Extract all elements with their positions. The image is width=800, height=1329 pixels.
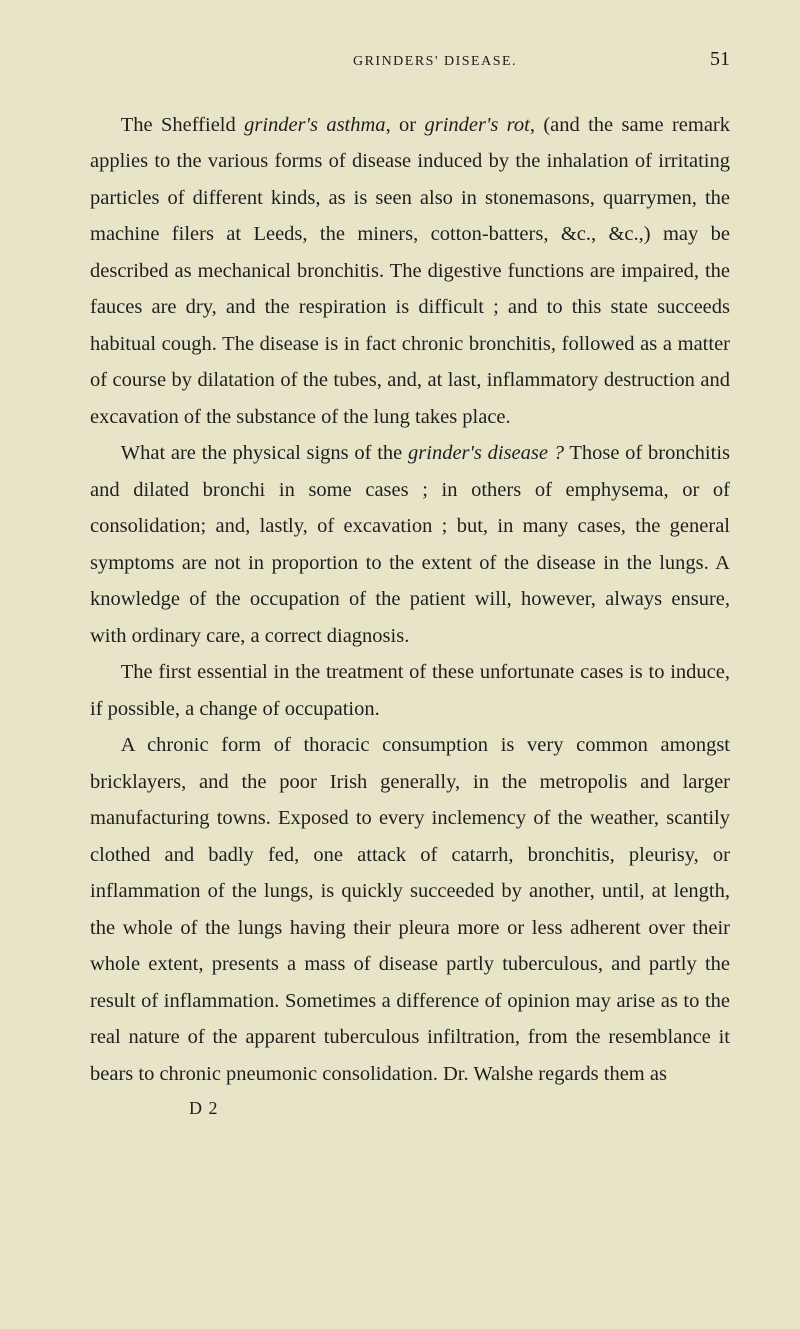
page-container: GRINDERS' DISEASE. 51 The Sheffield grin… [0, 0, 800, 1172]
running-head: GRINDERS' DISEASE. [160, 54, 710, 70]
p1-italic-2: grinder's rot [424, 114, 529, 136]
page-header: GRINDERS' DISEASE. 51 [90, 48, 730, 71]
paragraph-3: The first essential in the treatment of … [90, 654, 730, 727]
p2-text-a: What are the physical signs of the [121, 442, 408, 464]
p1-italic-1: grinder's asthma [244, 114, 385, 136]
paragraph-2: What are the physical signs of the grind… [90, 435, 730, 654]
p1-text-a: The Sheffield [121, 114, 244, 136]
page-number: 51 [710, 48, 730, 71]
paragraph-1: The Sheffield grinder's asthma, or grind… [90, 107, 730, 435]
signature-mark: D 2 [90, 1092, 730, 1124]
paragraph-4: A chronic form of thoracic consumption i… [90, 727, 730, 1092]
p2-text-b: Those of bronchitis and dilated bronchi … [90, 442, 730, 646]
body-text: The Sheffield grinder's asthma, or grind… [90, 107, 730, 1124]
p1-text-b: , or [386, 114, 425, 136]
p2-italic-1: grinder's disease ? [408, 442, 564, 464]
p1-text-c: , (and the same remark applies to the va… [90, 114, 730, 428]
